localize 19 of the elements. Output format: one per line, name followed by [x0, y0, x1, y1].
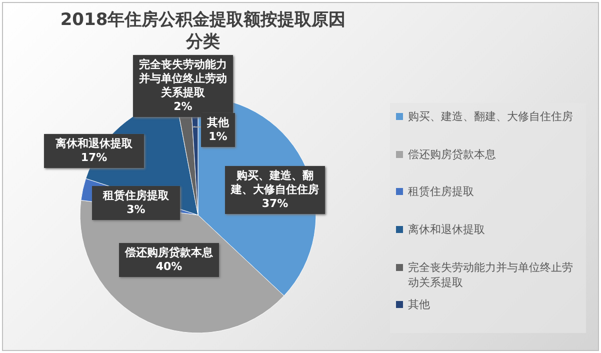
- legend-label: 其他: [408, 298, 430, 312]
- slice-label: 租赁住房提取: [102, 189, 170, 203]
- slice-label: 购买、建造、翻建、大修自住住房: [230, 169, 320, 197]
- data-label: 2%: [172, 100, 194, 114]
- data-label: 17%: [80, 151, 108, 165]
- data-label: 1%: [208, 130, 228, 144]
- legend-label: 离休和退休提取: [408, 223, 485, 236]
- data-label: 37%: [260, 197, 290, 211]
- legend-label: 购买、建造、翻建、大修自住住房: [408, 110, 573, 123]
- data-label: 40%: [154, 260, 184, 274]
- slice-label: 其他: [206, 116, 230, 130]
- slice-label: 偿还购房贷款本息: [124, 246, 214, 260]
- slice-label: 离休和退休提取: [54, 137, 134, 151]
- chart-title: 2018年住房公积金提取额按提取原因分类: [59, 9, 347, 53]
- legend-label: 完全丧失劳动能力并与单位终止劳动关系提取: [408, 260, 573, 289]
- legend-label: 偿还购房贷款本息: [408, 148, 496, 161]
- slice-label: 完全丧失劳动能力并与单位终止劳动关系提取: [138, 58, 228, 100]
- data-label: 3%: [126, 203, 146, 217]
- legend-label: 租赁住房提取: [408, 185, 474, 198]
